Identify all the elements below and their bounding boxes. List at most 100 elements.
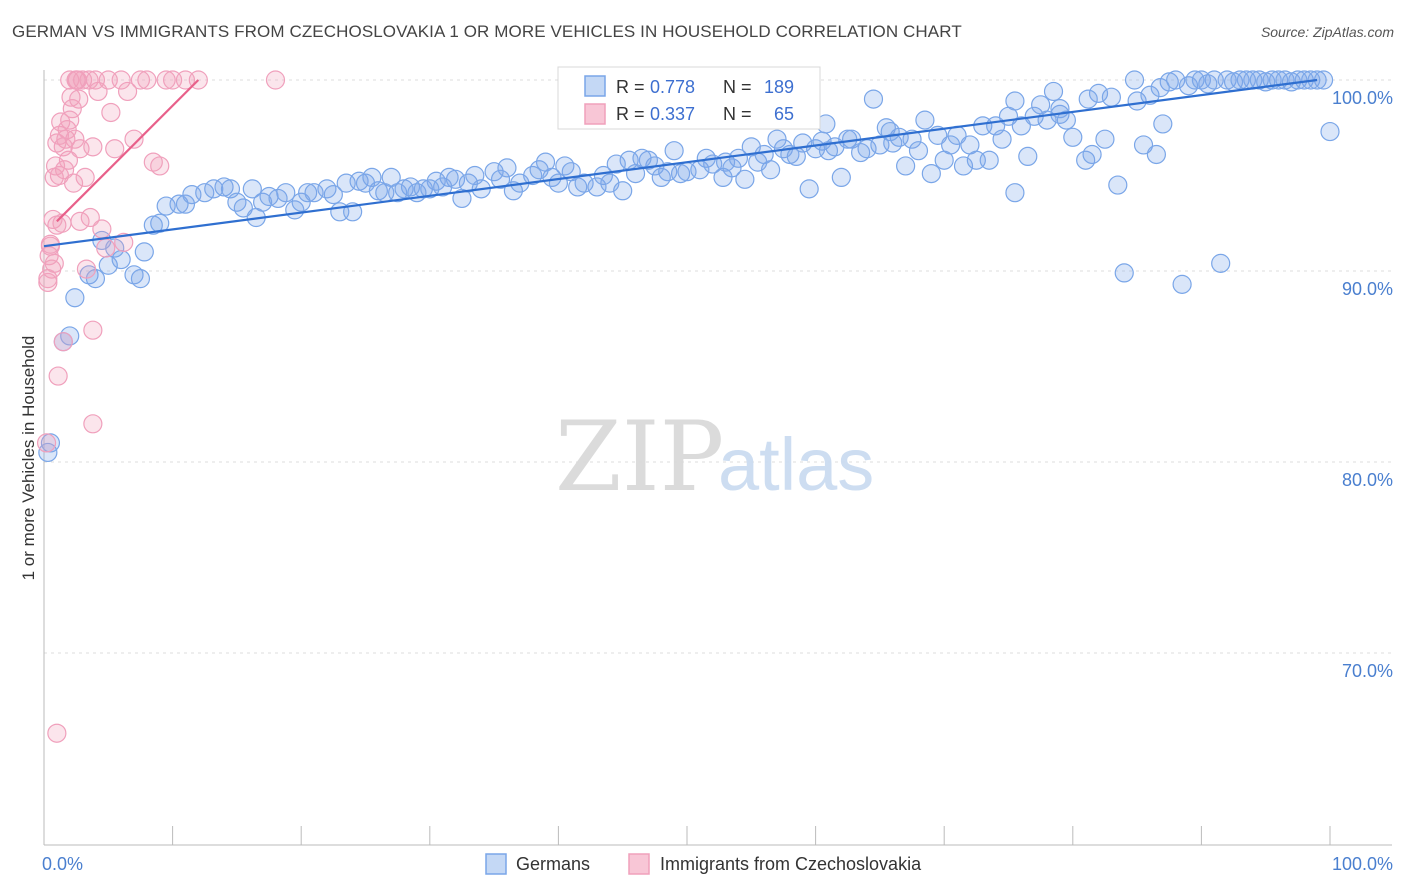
data-point	[36, 433, 57, 453]
data-point	[979, 150, 999, 170]
data-point	[130, 269, 151, 289]
x-tick-label-max: 100.0%	[1332, 854, 1393, 874]
data-point	[150, 213, 170, 233]
data-point	[111, 249, 131, 270]
data-point	[1011, 116, 1031, 136]
data-point	[83, 414, 103, 434]
data-point	[1172, 274, 1192, 294]
data-point	[1124, 70, 1145, 90]
stats-n-germans: 189	[764, 77, 794, 97]
data-point	[465, 165, 485, 186]
data-point	[76, 259, 97, 279]
stats-n-label-germans: N =	[723, 77, 752, 97]
data-point	[896, 156, 916, 176]
data-point	[880, 121, 900, 142]
data-point	[497, 158, 517, 178]
data-point	[268, 188, 288, 209]
data-point	[606, 154, 626, 174]
data-point	[130, 70, 151, 90]
data-point	[80, 207, 100, 228]
data-point	[265, 70, 286, 90]
data-point	[1082, 144, 1102, 165]
data-point	[1056, 110, 1076, 130]
data-point	[587, 177, 607, 197]
data-point	[535, 152, 556, 172]
trend-line	[43, 78, 1318, 248]
data-point	[47, 723, 67, 743]
data-point	[831, 167, 851, 188]
x-axis-ticks	[43, 826, 1331, 845]
data-point	[664, 141, 684, 161]
data-point	[1320, 121, 1340, 142]
stats-box: R = 0.778 N = 189 R = 0.337 N = 65	[557, 66, 821, 130]
data-point	[276, 183, 296, 203]
data-point	[304, 183, 324, 203]
chart-title: GERMAN VS IMMIGRANTS FROM CZECHOSLOVAKIA…	[12, 22, 962, 41]
data-point	[117, 81, 138, 102]
data-point	[124, 129, 144, 149]
data-point	[735, 169, 755, 189]
data-point	[65, 129, 85, 149]
data-point	[767, 129, 787, 149]
data-point	[799, 179, 819, 199]
data-point	[47, 215, 67, 235]
data-point	[169, 194, 189, 214]
data-point	[1211, 253, 1231, 273]
watermark: ZIP atlas	[555, 401, 874, 513]
data-point	[1185, 70, 1205, 90]
legend-swatch-germans	[485, 853, 507, 875]
source-label: Source: ZipAtlas.com	[1260, 24, 1394, 40]
data-point	[1313, 70, 1334, 90]
y-tick-label: 90.0%	[1342, 279, 1393, 299]
x-tick-label-min: 0.0%	[42, 854, 83, 874]
data-point	[902, 129, 922, 149]
data-point	[915, 110, 935, 130]
data-point	[1114, 263, 1134, 283]
data-point	[175, 194, 196, 214]
legend: Germans Immigrants from Czechoslovakia	[485, 853, 922, 875]
data-point	[1133, 135, 1154, 155]
data-point	[233, 198, 253, 218]
data-point	[863, 89, 884, 109]
data-point	[53, 137, 73, 157]
data-point	[65, 288, 85, 308]
data-point	[92, 219, 112, 239]
data-point	[75, 167, 95, 188]
data-point	[298, 183, 318, 203]
data-point	[83, 320, 103, 340]
data-point	[70, 211, 90, 231]
data-point	[1078, 89, 1098, 109]
y-tick-label: 80.0%	[1342, 470, 1393, 490]
data-point	[786, 146, 806, 166]
y-tick-label: 70.0%	[1342, 661, 1393, 681]
y-axis-label: 1 or more Vehicles in Household	[19, 336, 38, 581]
data-point	[908, 141, 929, 161]
data-point	[1146, 144, 1166, 165]
data-point	[150, 156, 170, 176]
data-point	[1088, 83, 1109, 103]
data-point	[38, 272, 58, 293]
data-point	[1153, 114, 1173, 134]
data-point	[48, 366, 68, 386]
data-point	[111, 70, 131, 90]
data-point	[242, 179, 262, 199]
data-point	[53, 332, 73, 352]
stats-swatch-czechoslovakia	[584, 103, 606, 125]
series-czechoslovakia	[36, 70, 286, 743]
data-point	[1005, 91, 1025, 111]
data-point	[760, 160, 781, 180]
data-point	[713, 167, 733, 188]
data-point	[593, 165, 614, 186]
stats-r-germans: 0.778	[650, 77, 695, 97]
data-point	[70, 139, 90, 159]
stats-r-label-czechoslovakia: R =	[616, 104, 645, 124]
data-point	[105, 139, 125, 159]
data-point	[838, 129, 858, 149]
data-point	[420, 179, 440, 199]
data-point	[291, 192, 311, 212]
stats-n-label-czechoslovakia: N =	[723, 104, 752, 124]
data-point	[992, 129, 1012, 149]
data-point	[62, 99, 82, 119]
data-point	[1150, 78, 1170, 98]
